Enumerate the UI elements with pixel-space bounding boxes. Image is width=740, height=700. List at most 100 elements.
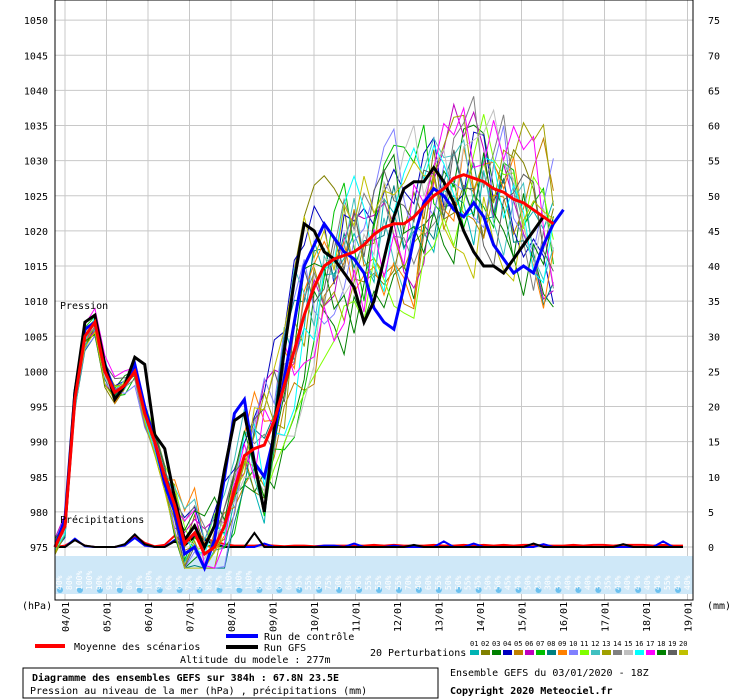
perturbation-swatch xyxy=(514,650,523,655)
y2-tick-label: 30 xyxy=(708,332,720,343)
y-tick-label: 1010 xyxy=(24,297,48,308)
probability-label: 35% xyxy=(553,575,562,590)
perturbation-id: 06 xyxy=(525,640,533,648)
main-series-lines xyxy=(53,165,565,573)
band-dot xyxy=(395,587,402,593)
band-dot xyxy=(57,587,63,593)
perturbation-id: 15 xyxy=(624,640,632,648)
pressure-axis-unit: (hPa) xyxy=(22,601,52,612)
y2-tick-label: 20 xyxy=(708,403,720,414)
probability-label: 60% xyxy=(424,575,433,590)
perturbation-line-14 xyxy=(54,96,554,554)
x-tick-label: 05/01 xyxy=(103,602,114,632)
probability-label: 90% xyxy=(95,575,104,590)
precipitation-lines xyxy=(54,531,683,549)
probability-label: 25% xyxy=(534,575,543,590)
y2-tick-label: 50 xyxy=(708,192,720,203)
probability-label: 40% xyxy=(414,575,423,590)
x-tick-label: 06/01 xyxy=(144,602,155,632)
y-tick-label: 995 xyxy=(30,403,48,414)
y-tick-label: 1040 xyxy=(24,86,48,97)
perturbation-swatch xyxy=(536,650,545,655)
x-tick-label: 14/01 xyxy=(476,602,487,632)
probability-label: 55% xyxy=(364,575,373,590)
probability-label: 70% xyxy=(404,575,413,590)
y-tick-label: 1000 xyxy=(24,367,48,378)
x-tick-label: 18/01 xyxy=(642,602,653,632)
band-dot xyxy=(515,587,522,593)
perturbation-id: 17 xyxy=(646,640,654,648)
y-tick-label: 1005 xyxy=(24,332,48,343)
legend-mean-label: Moyenne des scénarios xyxy=(74,641,200,653)
probability-label: 80% xyxy=(195,575,204,590)
precipitation-axis-unit: (mm) xyxy=(707,601,731,612)
probability-label: 0% xyxy=(125,580,134,590)
probability-label: 55% xyxy=(434,575,443,590)
band-dot xyxy=(635,587,642,593)
band-dot xyxy=(575,587,582,593)
title-box xyxy=(22,667,439,699)
perturbation-swatch xyxy=(558,650,567,655)
run-info: Ensemble GEFS du 03/01/2020 - 18Z xyxy=(450,668,649,679)
y2-tick-label: 15 xyxy=(708,438,720,449)
probability-label: 45% xyxy=(294,575,303,590)
perturbation-id: 03 xyxy=(492,640,500,648)
probability-label: 65% xyxy=(274,575,283,590)
perturbation-id: 12 xyxy=(591,640,599,648)
precipitation-axis-ticks: 0 5 10 15 20 25 30 35 40 45 50 55 60 65 70 75 xyxy=(708,16,720,554)
band-dot xyxy=(136,587,143,593)
x-tick-label: 13/01 xyxy=(435,602,446,632)
perturbation-swatch xyxy=(569,650,578,655)
y2-tick-label: 5 xyxy=(708,508,714,519)
probability-label: 40% xyxy=(583,575,592,590)
pressure-line-moyenne-des-sc-narios xyxy=(53,173,555,557)
probability-label: 50% xyxy=(454,575,463,590)
band-dot xyxy=(495,587,502,593)
y2-tick-label: 45 xyxy=(708,227,720,238)
perturbation-swatch xyxy=(602,650,611,655)
x-tick-label: 17/01 xyxy=(601,602,612,632)
perturbation-swatch xyxy=(668,650,677,655)
perturbation-swatch xyxy=(481,650,490,655)
perturbations-label: 20 Perturbations xyxy=(370,648,466,659)
probability-label: 40% xyxy=(673,575,682,590)
band-dot xyxy=(615,587,622,593)
band-dot xyxy=(96,587,103,593)
probability-label: 80% xyxy=(65,575,74,590)
probability-label: 60% xyxy=(354,575,363,590)
probability-label: 30% xyxy=(543,575,552,590)
x-tick-label: 19/01 xyxy=(684,602,695,632)
probability-label: 85% xyxy=(254,575,263,590)
perturbation-swatch xyxy=(679,650,688,655)
perturbation-id: 02 xyxy=(481,640,489,648)
y-tick-label: 980 xyxy=(30,508,48,519)
probability-label: 40% xyxy=(623,575,632,590)
perturbation-id: 01 xyxy=(470,640,478,648)
precip-line-moyenne-des-sc-narios xyxy=(54,531,683,548)
probability-label: 40% xyxy=(514,575,523,590)
perturbation-swatch xyxy=(492,650,501,655)
perturbation-id: 16 xyxy=(635,640,643,648)
probability-label: 55% xyxy=(374,575,383,590)
probability-label: 75% xyxy=(185,575,194,590)
x-tick-label: 12/01 xyxy=(393,602,404,632)
perturbation-swatch xyxy=(613,650,622,655)
perturbation-swatch xyxy=(525,650,534,655)
perturbation-swatch xyxy=(470,650,479,655)
legend-altitude: Altitude du modele : 277m xyxy=(180,655,331,666)
plot-border xyxy=(54,0,694,601)
probability-label: 100% xyxy=(244,571,253,590)
probability-label: 55% xyxy=(304,575,313,590)
legend-gfs-label: Run GFS xyxy=(264,643,306,654)
band-dot xyxy=(276,587,283,593)
perturbation-swatch xyxy=(591,650,600,655)
pressure-section-label: Pression xyxy=(60,301,108,312)
perturbation-swatch xyxy=(580,650,589,655)
y-tick-label: 990 xyxy=(30,438,48,449)
chart-title: Diagramme des ensembles GEFS sur 384h : … xyxy=(32,672,339,684)
probability-label: 40% xyxy=(683,575,692,590)
perturbation-id: 11 xyxy=(580,640,588,648)
probability-label: 50% xyxy=(444,575,453,590)
pressure-line-run-de-contr-le xyxy=(53,186,565,573)
probability-label: 50% xyxy=(334,575,343,590)
